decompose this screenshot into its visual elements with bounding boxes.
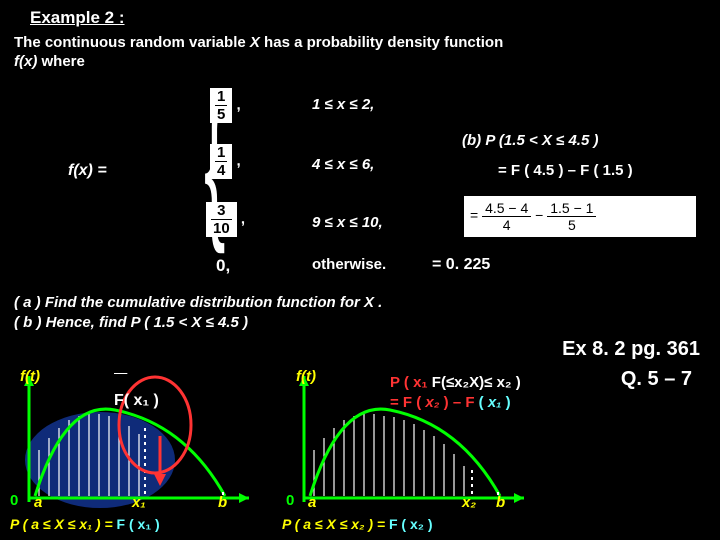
cap-l: P ( a ≤ X ≤ x₁ ) =	[10, 516, 113, 532]
graphR-zero: 0	[286, 492, 294, 509]
question-ref: Q. 5 – 7	[621, 368, 692, 391]
frac-1-4: 14	[210, 144, 232, 179]
graphL-b: b	[218, 494, 227, 511]
pdf-cond-3: 9 ≤ x ≤ 10,	[312, 214, 383, 231]
cap-l: P ( a ≤ X ≤ x₂ ) =	[282, 516, 385, 532]
cond-text: 1 ≤ x ≤ 2,	[312, 96, 374, 113]
stem-var: X	[250, 34, 260, 51]
cap-r: F ( x₂ )	[385, 516, 432, 532]
den: 10	[211, 220, 232, 236]
o1a: P ( x₁	[390, 374, 432, 391]
task-b: ( b ) Hence, find P ( 1.5 < X ≤ 4.5 )	[14, 313, 382, 333]
overline	[114, 374, 127, 391]
graphL-ft: f(t)	[20, 368, 40, 385]
graphL-zero: 0	[10, 492, 18, 509]
text: (b) P (1.5 < X ≤ 4.5 )	[462, 132, 598, 149]
comma: ,	[237, 210, 245, 227]
pdf-cond-1: 1 ≤ x ≤ 2,	[312, 96, 374, 113]
pdf-cond-2: 4 ≤ x ≤ 6,	[312, 156, 374, 173]
pdf-row-3: 310 ,	[206, 202, 245, 237]
pdf-cond-4: otherwise.	[312, 256, 386, 273]
partb-line2: = F ( 4.5 ) – F ( 1.5 )	[498, 162, 633, 179]
graphL-caption: P ( a ≤ X ≤ x₁ ) = F ( x₁ )	[10, 516, 160, 532]
cond-text: 9 ≤ x ≤ 10,	[312, 214, 383, 231]
task-a: ( a ) Find the cumulative distribution f…	[14, 293, 382, 313]
stem-b: has a probability density function	[260, 34, 503, 51]
comma: ,	[232, 152, 240, 169]
stem-a: The continuous random variable	[14, 34, 250, 51]
problem-stem: The continuous random variable X has a p…	[0, 32, 720, 72]
graphL-a: a	[34, 494, 42, 511]
partb-line1: (b) P (1.5 < X ≤ 4.5 )	[462, 132, 598, 149]
o1b: F(≤x₂X)≤ x₂ )	[432, 374, 521, 391]
text: F( x₁ )	[114, 392, 159, 409]
comma: ,	[232, 96, 240, 113]
partb-final: = 0. 225	[432, 256, 490, 274]
num: 1	[215, 89, 227, 106]
frac-1-5: 15	[210, 88, 232, 123]
graphR-overlay2: = F ( x₂ ) – F ( x₁ )	[390, 394, 511, 411]
stem-d: where	[37, 53, 85, 70]
pdf-row-4: 0,	[216, 256, 230, 276]
example-title: Example 2 :	[0, 0, 720, 32]
den: 4	[215, 162, 227, 178]
fx-equals: f(x) =	[68, 162, 107, 180]
pdf-row-2: 14 ,	[210, 144, 241, 179]
pdf-row-1: 15 ,	[210, 88, 241, 123]
graphR-overlay1: P ( x₁ F(≤x₂X)≤ x₂ )	[390, 374, 521, 391]
num: 1	[215, 145, 227, 162]
graphR-x2: x₂	[462, 494, 476, 511]
num: 3	[211, 203, 232, 220]
stem-fx: f(x)	[14, 53, 37, 70]
exercise-ref: Ex 8. 2 pg. 361	[562, 338, 700, 361]
partb-workbox: = 4.5 − 44 − 1.5 − 15	[464, 196, 696, 237]
graphR-b: b	[496, 494, 505, 511]
graphR-caption: P ( a ≤ X ≤ x₂ ) = F ( x₂ )	[282, 516, 433, 532]
graphL-Flabel: F( x₁ )	[114, 374, 159, 410]
den: 5	[215, 106, 227, 122]
graphR-a: a	[308, 494, 316, 511]
graphL-x1: x₁	[132, 494, 146, 511]
cap-r: F ( x₁ )	[113, 516, 160, 532]
tasks: ( a ) Find the cumulative distribution f…	[14, 293, 382, 332]
frac-3-10: 310	[206, 202, 237, 237]
graphR-ft: f(t)	[296, 368, 316, 385]
cond-text: 4 ≤ x ≤ 6,	[312, 156, 374, 173]
